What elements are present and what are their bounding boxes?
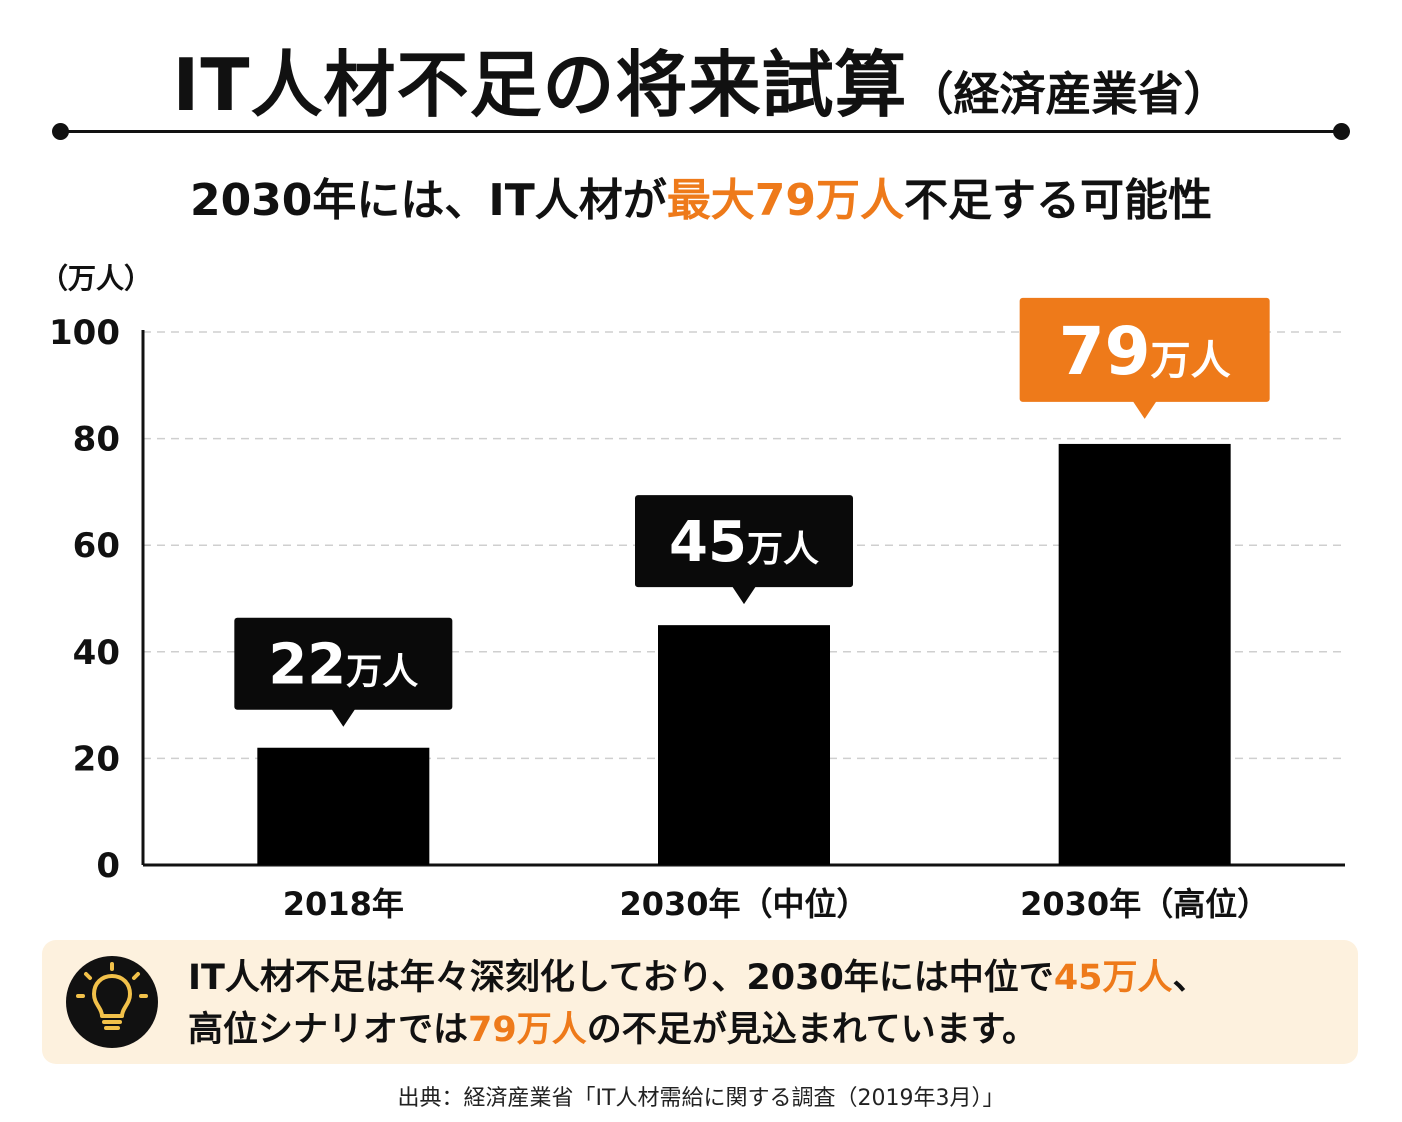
data-callout-box — [234, 617, 453, 710]
y-tick-label: 80 — [73, 420, 120, 460]
data-label-unit: 万人 — [747, 529, 819, 570]
note-line-2: 高位シナリオでは79万人の不足が見込まれています。 — [188, 1004, 1338, 1056]
subtitle-after: 不足する可能性 — [904, 175, 1213, 226]
note-text: IT人材不足は年々深刻化しており、2030年には中位で45万人、 高位シナリオで… — [188, 952, 1338, 1056]
note-line1-highlight: 45万人 — [1053, 958, 1173, 998]
subtitle-before: 2030年には、IT人材が — [189, 175, 667, 226]
title-main: IT人材不足の将来試算 — [172, 43, 908, 127]
data-label-number: 22 — [268, 633, 346, 698]
y-tick-label: 100 — [49, 313, 120, 353]
note-line2-highlight: 79万人 — [468, 1010, 587, 1050]
data-callout-pointer — [732, 586, 756, 605]
data-label-number: 45 — [669, 510, 747, 575]
data-label: 79万人 — [1059, 313, 1231, 390]
data-callout-pointer — [1132, 400, 1157, 419]
note-line1-b: 、 — [1172, 958, 1208, 998]
source-citation: 出典：経済産業省「IT人材需給に関する調査（2019年3月）」 — [397, 1086, 1005, 1111]
note-line2-a: 高位シナリオでは — [188, 1010, 469, 1050]
subtitle: 2030年には、IT人材が最大79万人不足する可能性 — [0, 164, 1402, 228]
y-tick-label: 20 — [73, 739, 120, 779]
data-label: 45万人 — [669, 510, 819, 575]
note-line1-a: IT人材不足は年々深刻化しており、2030年には中位で — [188, 958, 1054, 998]
note-line-1: IT人材不足は年々深刻化しており、2030年には中位で45万人、 — [188, 952, 1338, 1004]
x-tick-label: 2030年（高位） — [1020, 885, 1269, 923]
bar — [658, 625, 830, 865]
data-label: 22万人 — [268, 633, 418, 698]
y-tick-label: 60 — [73, 526, 120, 566]
lightbulb-icon — [66, 956, 158, 1048]
y-tick-label: 40 — [73, 633, 120, 673]
title-note: （経済産業省） — [907, 67, 1230, 121]
x-tick-label: 2030年（中位） — [619, 885, 868, 923]
note-line2-b: の不足が見込まれています。 — [586, 1010, 1038, 1050]
data-label-number: 79 — [1059, 313, 1151, 390]
data-callout-pointer — [331, 708, 356, 727]
bar — [257, 747, 430, 865]
bar — [1058, 443, 1231, 865]
y-axis-unit: （万人） — [40, 262, 152, 295]
y-tick-label: 0 — [96, 846, 120, 886]
title-divider — [52, 123, 1350, 140]
data-callout-box — [635, 495, 853, 588]
page-title: IT人材不足の将来試算（経済産業省） — [0, 26, 1402, 131]
data-label-unit: 万人 — [346, 652, 418, 693]
subtitle-highlight: 最大79万人 — [666, 175, 905, 226]
data-label-unit: 万人 — [1151, 338, 1231, 384]
divider-dot-right — [1333, 123, 1350, 140]
bar-chart: （万人）0204060801002018年22万人2030年（中位）45万人20… — [40, 262, 1345, 923]
data-callout-box — [1019, 297, 1270, 402]
x-tick-label: 2018年 — [283, 885, 404, 923]
summary-note: IT人材不足は年々深刻化しており、2030年には中位で45万人、 高位シナリオで… — [42, 940, 1358, 1064]
divider-dot-left — [52, 123, 69, 140]
